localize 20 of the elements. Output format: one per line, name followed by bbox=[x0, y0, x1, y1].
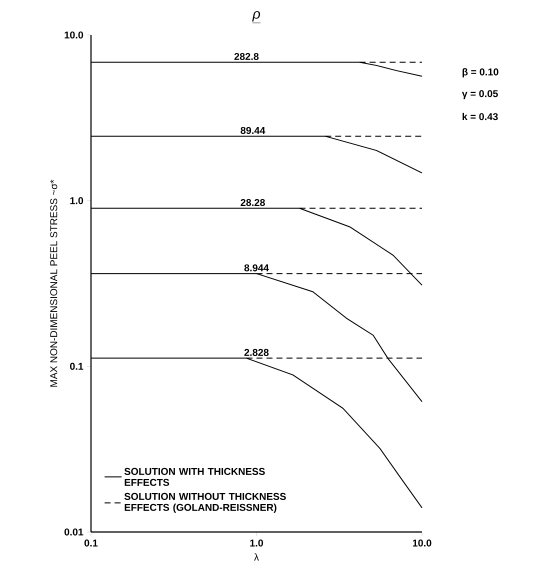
legend-label: SOLUTION WITH THICKNESS EFFECTS bbox=[124, 468, 265, 486]
text: γ = 0.05 bbox=[462, 90, 498, 100]
y-tick-label: 0.01 bbox=[64, 528, 84, 536]
annotation: 2.828 bbox=[244, 348, 269, 356]
y-tick-label: 10.0 bbox=[64, 31, 84, 39]
annotation: 28.28 bbox=[240, 198, 265, 206]
y-axis-title: MAX NON-DIMENSIONAL PEEL STRESS ~σ* bbox=[50, 180, 58, 387]
y-tick-label: 0.1 bbox=[70, 362, 84, 370]
text: k = 0.43 bbox=[462, 112, 498, 120]
annotation: 282.8 bbox=[234, 52, 259, 60]
legend-label: SOLUTION WITHOUT THICKNESS EFFECTS (GOLAND-REISSNER) bbox=[124, 492, 286, 513]
x-tick-label: 0.1 bbox=[84, 540, 98, 547]
x-axis-title: λ bbox=[254, 553, 259, 561]
chart-title: ρ bbox=[252, 11, 260, 22]
annotation: 8.944 bbox=[244, 264, 269, 272]
y-tick-label: 1.0 bbox=[70, 197, 84, 204]
x-tick-label: 10.0 bbox=[412, 540, 432, 547]
annotation: 89.44 bbox=[240, 126, 266, 134]
text: β = 0.10 bbox=[462, 68, 498, 78]
x-tick-label: 1.0 bbox=[250, 540, 264, 547]
